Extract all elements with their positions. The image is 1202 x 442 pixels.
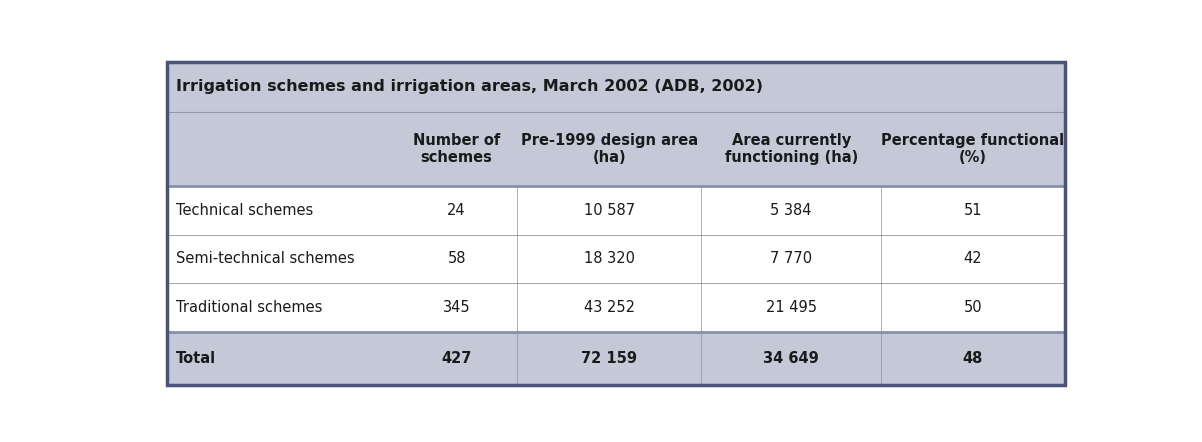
Text: 5 384: 5 384	[770, 203, 811, 218]
Text: 43 252: 43 252	[584, 300, 635, 315]
Text: Area currently
functioning (ha): Area currently functioning (ha)	[725, 133, 858, 165]
Text: Pre-1999 design area
(ha): Pre-1999 design area (ha)	[520, 133, 698, 165]
Text: 18 320: 18 320	[584, 251, 635, 266]
Text: 24: 24	[447, 203, 466, 218]
Text: 72 159: 72 159	[582, 351, 637, 366]
Text: 58: 58	[447, 251, 466, 266]
Bar	[167, 61, 1065, 112]
Text: Technical schemes: Technical schemes	[177, 203, 314, 218]
Text: 21 495: 21 495	[766, 300, 816, 315]
Bar	[167, 283, 1065, 332]
Text: 34 649: 34 649	[763, 351, 819, 366]
Text: Traditional schemes: Traditional schemes	[177, 300, 322, 315]
Text: Total: Total	[177, 351, 216, 366]
Text: Percentage functional
(%): Percentage functional (%)	[881, 133, 1065, 165]
Bar	[167, 332, 1065, 385]
Text: 48: 48	[963, 351, 983, 366]
Bar	[167, 186, 1065, 235]
Text: 7 770: 7 770	[770, 251, 813, 266]
Text: 42: 42	[964, 251, 982, 266]
Text: 427: 427	[441, 351, 472, 366]
Text: 50: 50	[964, 300, 982, 315]
Text: Irrigation schemes and irrigation areas, March 2002 (ADB, 2002): Irrigation schemes and irrigation areas,…	[177, 79, 763, 94]
Text: 345: 345	[442, 300, 470, 315]
Text: Number of
schemes: Number of schemes	[413, 133, 500, 165]
Bar	[167, 112, 1065, 186]
Text: 10 587: 10 587	[584, 203, 635, 218]
Text: 51: 51	[964, 203, 982, 218]
Text: Semi-technical schemes: Semi-technical schemes	[177, 251, 355, 266]
Bar	[167, 235, 1065, 283]
